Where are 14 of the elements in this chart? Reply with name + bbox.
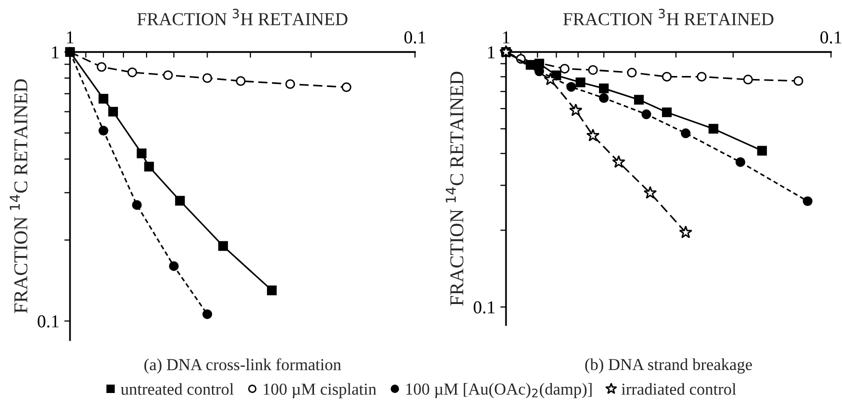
x-axis-title: FRACTION $^{3}$H RETAINED bbox=[563, 8, 774, 26]
legend-label: 100 µM [Au(OAc)$_{2}$(damp)] bbox=[406, 383, 592, 398]
text: (b) DNA strand breakage bbox=[585, 358, 752, 374]
y-axis-title: FRACTION $^{14}$C RETAINED bbox=[10, 79, 28, 314]
legend-label: untreated control bbox=[120, 383, 234, 395]
x-tick-label: 1 bbox=[67, 31, 74, 44]
y-axis-title: FRACTION $^{14}$C RETAINED bbox=[446, 72, 464, 306]
legend-label: 100 µM cisplatin bbox=[264, 383, 376, 398]
legend-label: irradiated control bbox=[622, 383, 736, 395]
x-tick-label: 0.1 bbox=[404, 31, 426, 44]
x-tick-label: 1 bbox=[503, 31, 510, 44]
x-tick-label: 0.1 bbox=[820, 31, 842, 44]
text: (a) DNA cross-link formation bbox=[144, 358, 342, 374]
x-axis-title: FRACTION $^{3}$H RETAINED bbox=[137, 8, 348, 26]
